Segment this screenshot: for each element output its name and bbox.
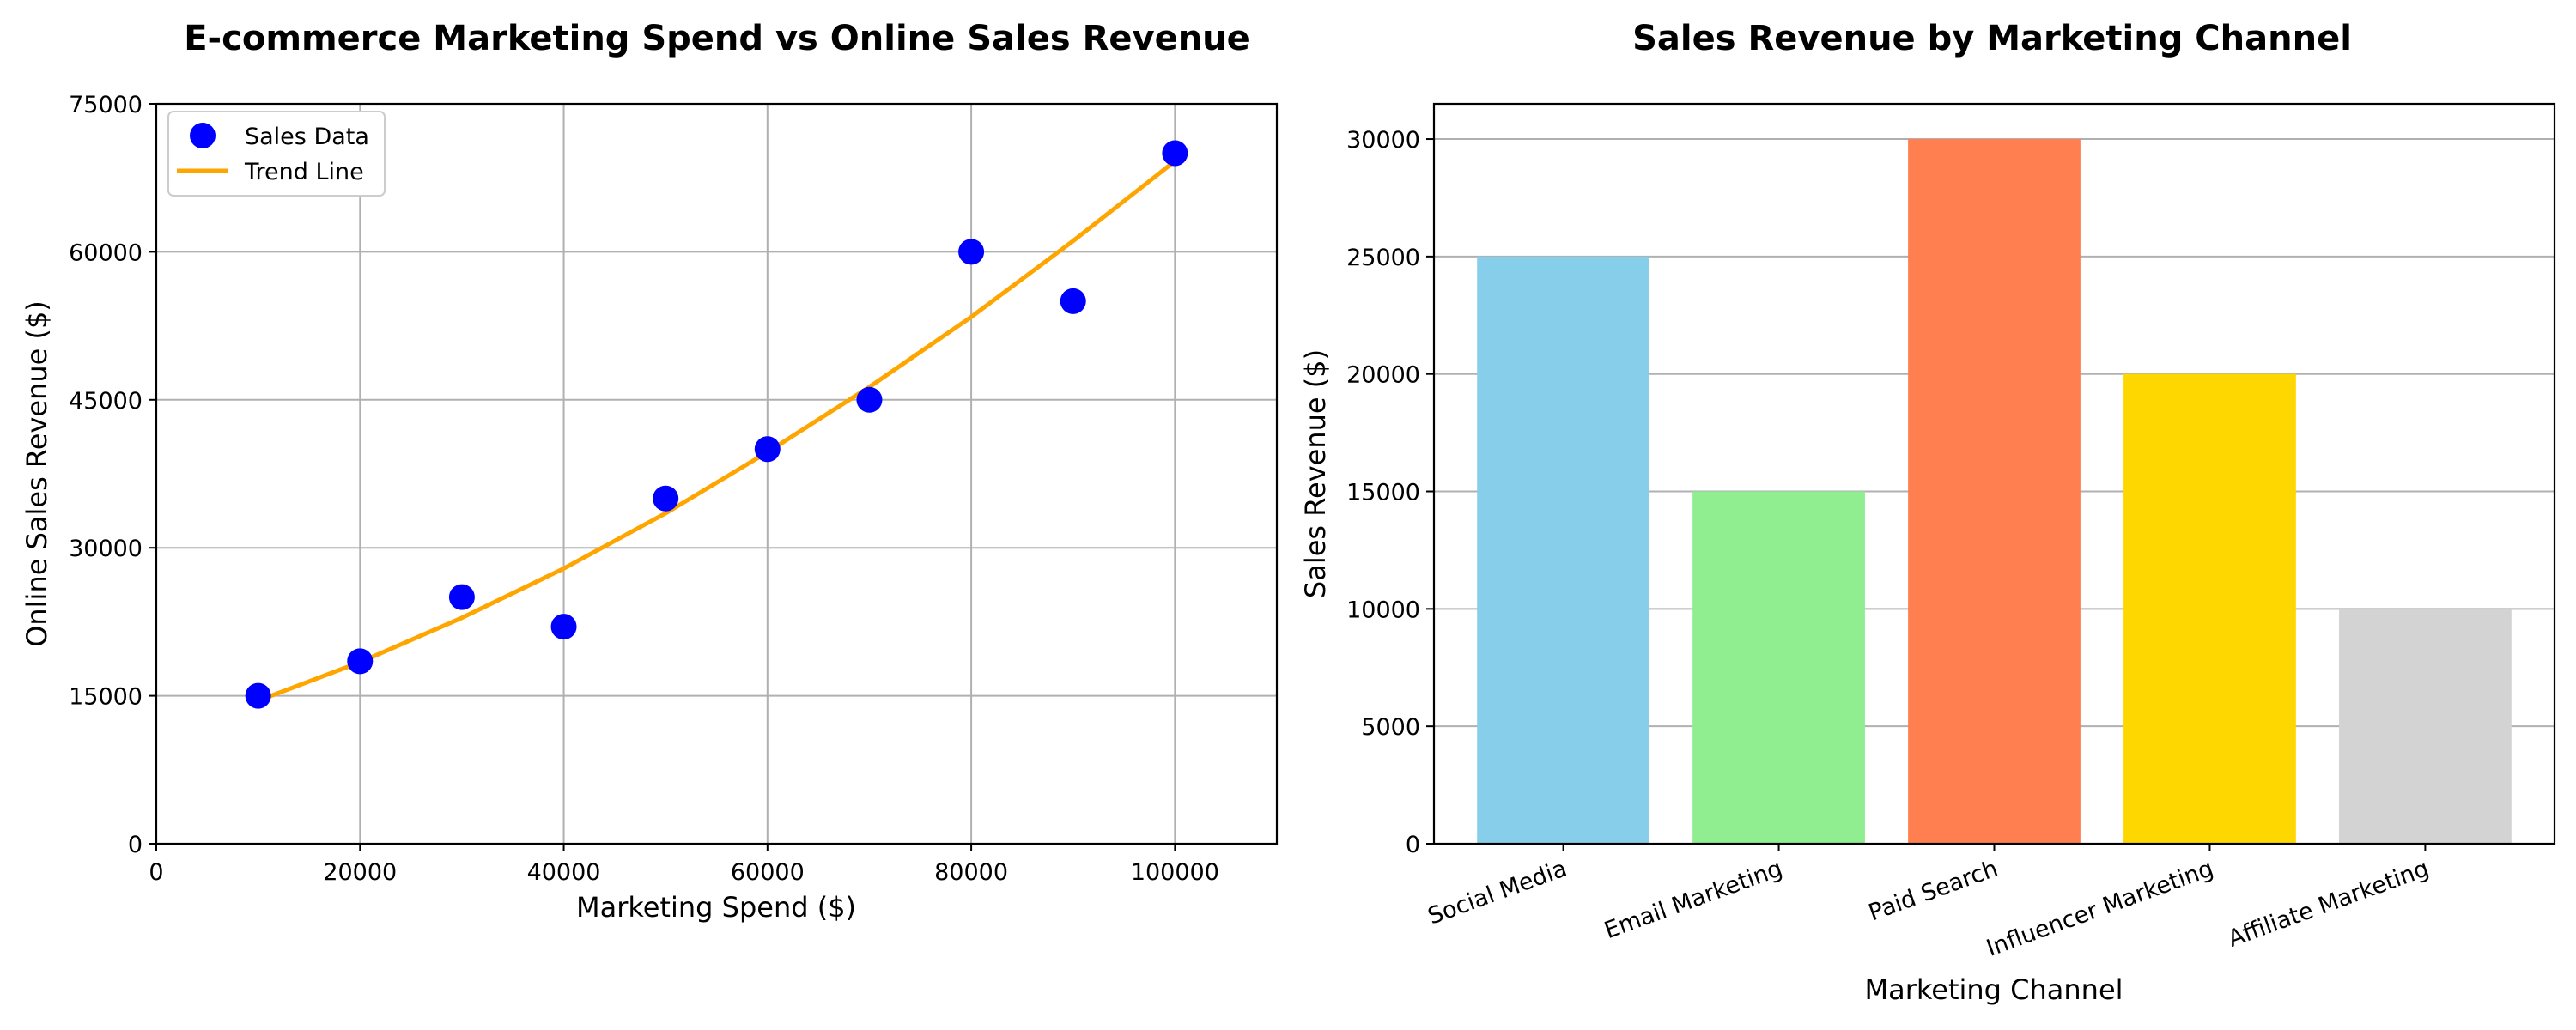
x-tick-label: Email Marketing: [1601, 855, 1786, 944]
y-tick-label: 20000: [1346, 362, 1420, 389]
scatter-point: [1060, 288, 1086, 314]
bar-y-axis-label: Sales Revenue ($): [1299, 349, 1332, 598]
legend-label-sales-data: Sales Data: [245, 124, 369, 150]
bar-plot-frame: [1432, 102, 2556, 845]
y-tick-label: 25000: [1346, 245, 1420, 271]
scatter-point: [347, 648, 374, 675]
scatter-point: [550, 614, 577, 640]
legend-label-trend-line: Trend Line: [244, 159, 364, 185]
bar: [2339, 609, 2512, 844]
x-tick-label: Social Media: [1425, 855, 1571, 930]
y-tick-label: 75000: [69, 92, 143, 118]
x-tick-label: 100000: [1131, 859, 1219, 886]
bar: [2123, 373, 2296, 844]
scatter-point: [856, 386, 883, 413]
x-tick-label: Influencer Marketing: [1983, 855, 2216, 961]
scatter-point: [1162, 140, 1188, 167]
scatter-legend: Sales Data Trend Line: [167, 111, 386, 197]
legend-box: [167, 111, 386, 197]
trend-line: [257, 159, 1176, 703]
bar: [1692, 491, 1865, 844]
scatter-ticks: 0 20000 40000 60000 80000 100000 0 15000 30000 45…: [69, 92, 1219, 886]
y-tick-label: 60000: [69, 239, 143, 266]
scatter-y-axis-label: Online Sales Revenue ($): [21, 300, 53, 647]
x-tick-label: 0: [149, 859, 163, 886]
x-tick-label: 80000: [934, 859, 1008, 886]
scatter-chart: E-commerce Marketing Spend vs Online Sal…: [21, 19, 1279, 924]
x-tick-label: Paid Search: [1865, 855, 2002, 926]
scatter-marks: [245, 140, 1188, 709]
y-tick-label: 0: [128, 832, 143, 858]
x-tick-label: 40000: [527, 859, 601, 886]
y-tick-label: 10000: [1346, 597, 1420, 623]
y-tick-label: 15000: [69, 684, 143, 711]
scatter-x-axis-label: Marketing Spend ($): [576, 891, 856, 924]
scatter-chart-title: E-commerce Marketing Spend vs Online Sal…: [184, 19, 1250, 58]
scatter-point: [245, 682, 271, 709]
x-tick-label: 20000: [323, 859, 397, 886]
scatter-plot-frame: [155, 102, 1279, 845]
scatter-point: [448, 584, 475, 610]
bar: [1908, 139, 2081, 845]
bar-chart: Sales Revenue by Marketing Channel 0 5000…: [1299, 19, 2556, 1006]
y-tick-label: 0: [1406, 832, 1420, 858]
y-tick-label: 30000: [1346, 127, 1420, 154]
bar-x-axis-label: Marketing Channel: [1864, 973, 2123, 1006]
x-tick-label: Affiliate Marketing: [2225, 855, 2433, 952]
bar-marks: [1477, 139, 2512, 845]
y-tick-label: 30000: [69, 536, 143, 562]
legend-marker-sales-data: [190, 123, 216, 148]
y-tick-label: 5000: [1361, 714, 1420, 741]
bar-chart-title: Sales Revenue by Marketing Channel: [1632, 19, 2352, 58]
scatter-point: [754, 436, 781, 463]
bar: [1477, 256, 1649, 844]
y-tick-label: 45000: [69, 388, 143, 415]
x-tick-label: 60000: [731, 859, 805, 886]
scatter-point: [653, 485, 679, 512]
y-tick-label: 15000: [1346, 480, 1420, 506]
scatter-point: [958, 239, 985, 265]
